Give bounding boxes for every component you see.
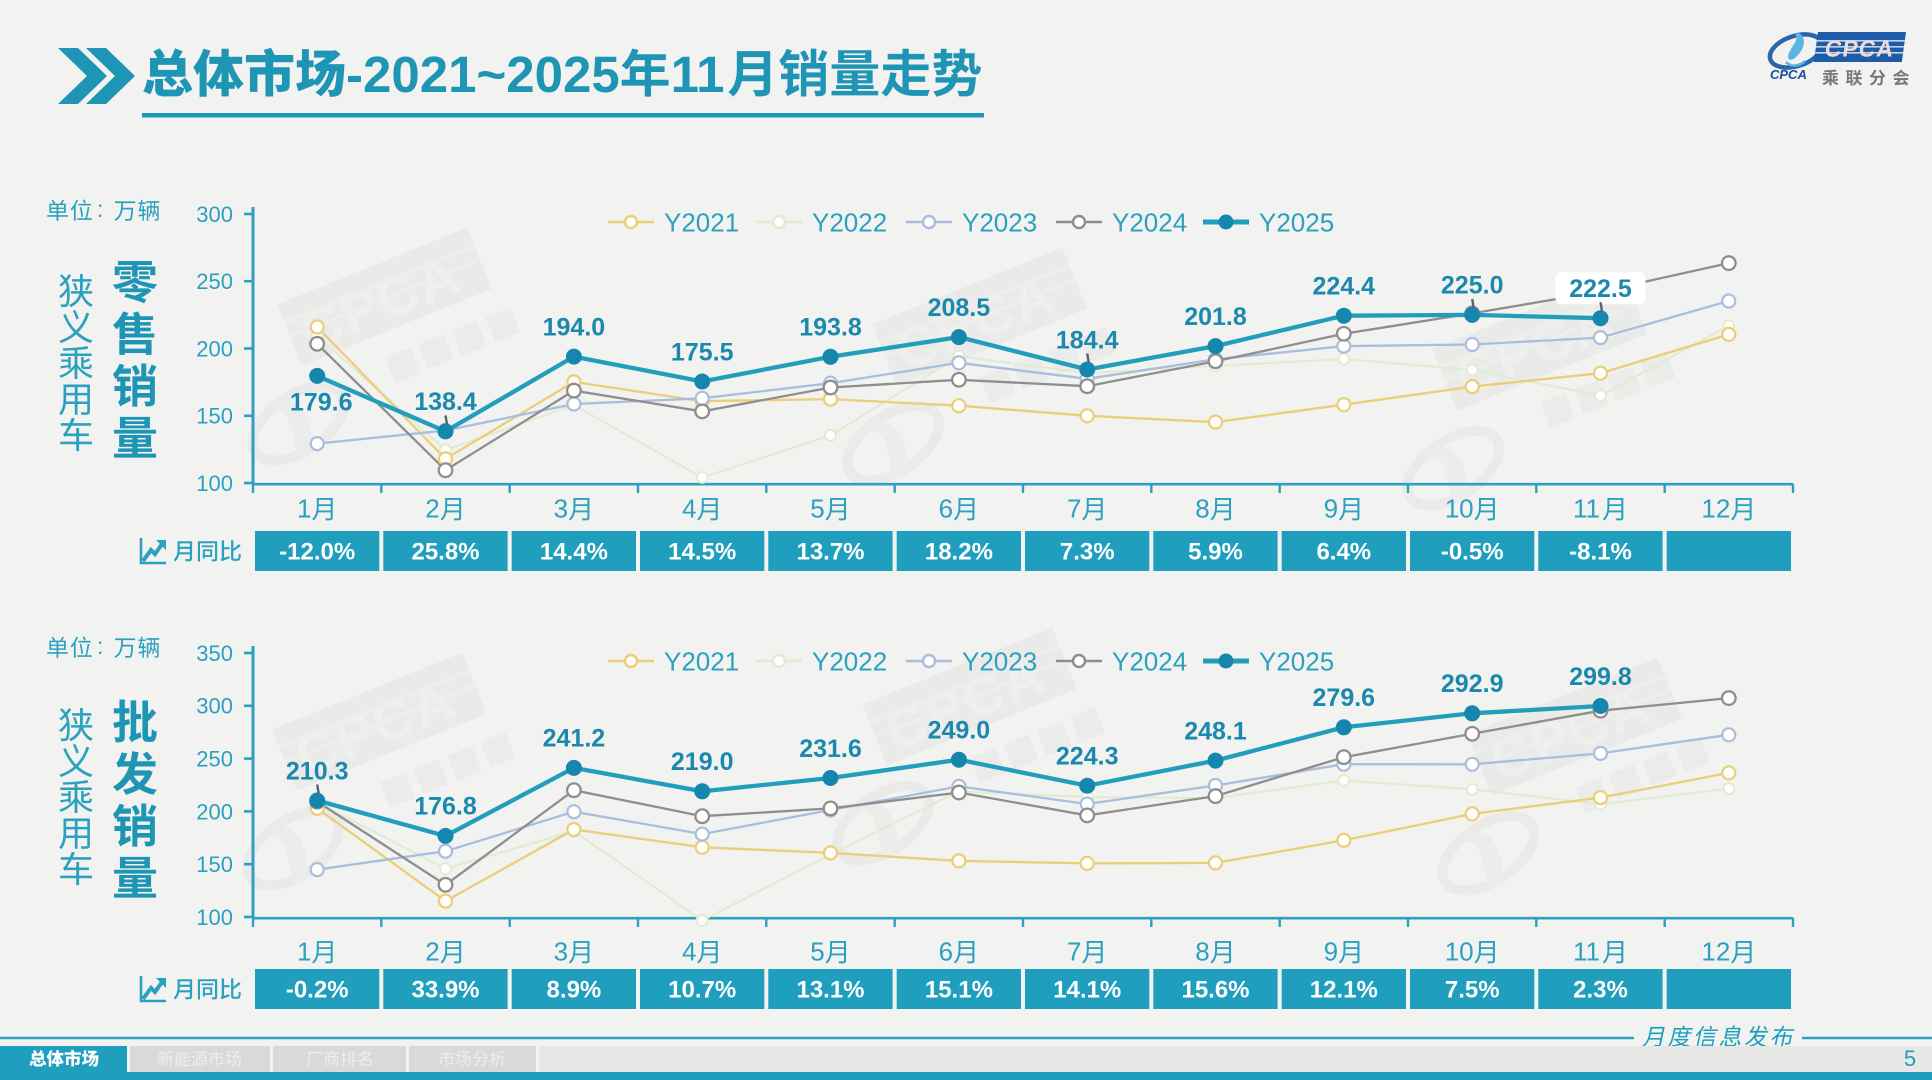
svg-text:6.4%: 6.4% [1316, 539, 1371, 566]
svg-text:1: 1 [297, 493, 311, 523]
svg-text:6: 6 [939, 493, 953, 523]
svg-text:210.3: 210.3 [286, 757, 349, 785]
svg-text:9: 9 [1324, 936, 1338, 966]
svg-text:Y2021: Y2021 [664, 207, 739, 237]
svg-text::: : [97, 196, 103, 222]
svg-text:12: 12 [1701, 493, 1730, 523]
svg-text:CPCA: CPCA [1770, 67, 1807, 82]
svg-text:222.5: 222.5 [1569, 275, 1632, 303]
svg-text:33.9%: 33.9% [411, 977, 479, 1004]
svg-text:231.6: 231.6 [799, 735, 862, 763]
svg-text:2.3%: 2.3% [1573, 977, 1628, 1004]
svg-text:11: 11 [1573, 936, 1600, 966]
svg-text:10: 10 [1445, 936, 1474, 966]
svg-text:11: 11 [1573, 493, 1600, 523]
svg-text:5: 5 [810, 493, 824, 523]
svg-text:14.4%: 14.4% [540, 539, 608, 566]
svg-text:150: 150 [196, 404, 233, 429]
svg-text:200: 200 [196, 799, 233, 824]
svg-text:250: 250 [196, 747, 233, 772]
svg-text:179.6: 179.6 [290, 389, 353, 417]
svg-text:3: 3 [554, 936, 568, 966]
svg-text:7.5%: 7.5% [1445, 977, 1500, 1004]
svg-text:5: 5 [810, 936, 824, 966]
svg-text:184.4: 184.4 [1056, 326, 1119, 354]
svg-text:176.8: 176.8 [414, 793, 477, 821]
svg-text:Y2025: Y2025 [1259, 207, 1334, 237]
svg-text:Y2023: Y2023 [962, 207, 1037, 237]
svg-text:5.9%: 5.9% [1188, 539, 1243, 566]
svg-text:Y2025: Y2025 [1259, 646, 1334, 676]
svg-text:1: 1 [297, 936, 311, 966]
svg-text:299.8: 299.8 [1569, 663, 1632, 691]
svg-text:100: 100 [196, 905, 233, 930]
svg-text:194.0: 194.0 [543, 313, 606, 341]
svg-text:300: 300 [196, 202, 233, 227]
svg-text:241.2: 241.2 [543, 725, 606, 753]
svg-text:292.9: 292.9 [1441, 670, 1504, 698]
svg-text:8.9%: 8.9% [547, 977, 602, 1004]
svg-text:10.7%: 10.7% [668, 977, 736, 1004]
svg-text:7.3%: 7.3% [1060, 539, 1115, 566]
svg-text:-0.2%: -0.2% [286, 977, 349, 1004]
svg-text:8: 8 [1195, 493, 1209, 523]
svg-text:Y2022: Y2022 [812, 207, 887, 237]
svg-text:250: 250 [196, 269, 233, 294]
svg-text:14.5%: 14.5% [668, 539, 736, 566]
svg-text:13.7%: 13.7% [796, 539, 864, 566]
svg-text:12.1%: 12.1% [1310, 977, 1378, 1004]
svg-text::: : [97, 633, 103, 659]
svg-text:18.2%: 18.2% [925, 539, 993, 566]
svg-text:300: 300 [196, 694, 233, 719]
svg-text:Y2024: Y2024 [1112, 646, 1187, 676]
svg-text:175.5: 175.5 [671, 338, 734, 366]
svg-text:138.4: 138.4 [414, 388, 477, 416]
svg-text:3: 3 [554, 493, 568, 523]
svg-text:208.5: 208.5 [928, 294, 991, 322]
svg-text:14.1%: 14.1% [1053, 977, 1121, 1004]
svg-text:10: 10 [1445, 493, 1474, 523]
svg-text:-0.5%: -0.5% [1441, 539, 1504, 566]
svg-text:9: 9 [1324, 493, 1338, 523]
svg-text:279.6: 279.6 [1313, 684, 1376, 712]
svg-text:201.8: 201.8 [1184, 303, 1247, 331]
svg-text:-8.1%: -8.1% [1569, 539, 1632, 566]
svg-text:12: 12 [1701, 936, 1730, 966]
svg-text:350: 350 [196, 641, 233, 666]
svg-text:193.8: 193.8 [799, 314, 862, 342]
svg-text:15.6%: 15.6% [1181, 977, 1249, 1004]
svg-text:2: 2 [425, 936, 439, 966]
svg-text:Y2023: Y2023 [962, 646, 1037, 676]
svg-text:7: 7 [1067, 936, 1081, 966]
svg-text:249.0: 249.0 [928, 717, 991, 745]
svg-text:11: 11 [671, 46, 725, 103]
svg-text:5: 5 [1904, 1046, 1916, 1071]
svg-text:Y2021: Y2021 [664, 646, 739, 676]
svg-text:150: 150 [196, 852, 233, 877]
svg-text:-12.0%: -12.0% [279, 539, 355, 566]
svg-text:25.8%: 25.8% [411, 539, 479, 566]
svg-text:4: 4 [682, 493, 696, 523]
svg-text:100: 100 [196, 471, 233, 496]
svg-text:225.0: 225.0 [1441, 272, 1504, 300]
svg-text:4: 4 [682, 936, 696, 966]
svg-text:200: 200 [196, 336, 233, 361]
svg-text:Y2024: Y2024 [1112, 207, 1187, 237]
svg-text:2: 2 [425, 493, 439, 523]
svg-text:248.1: 248.1 [1184, 717, 1247, 745]
svg-text:CPCA: CPCA [1823, 36, 1896, 62]
svg-text:6: 6 [939, 936, 953, 966]
svg-text:15.1%: 15.1% [925, 977, 993, 1004]
svg-text:8: 8 [1195, 936, 1209, 966]
svg-text:224.4: 224.4 [1313, 273, 1376, 301]
svg-text:224.3: 224.3 [1056, 743, 1119, 771]
svg-text:7: 7 [1067, 493, 1081, 523]
svg-text:219.0: 219.0 [671, 748, 734, 776]
svg-text:13.1%: 13.1% [796, 977, 864, 1004]
svg-text:Y2022: Y2022 [812, 646, 887, 676]
svg-text:-2021~2025: -2021~2025 [346, 46, 620, 103]
